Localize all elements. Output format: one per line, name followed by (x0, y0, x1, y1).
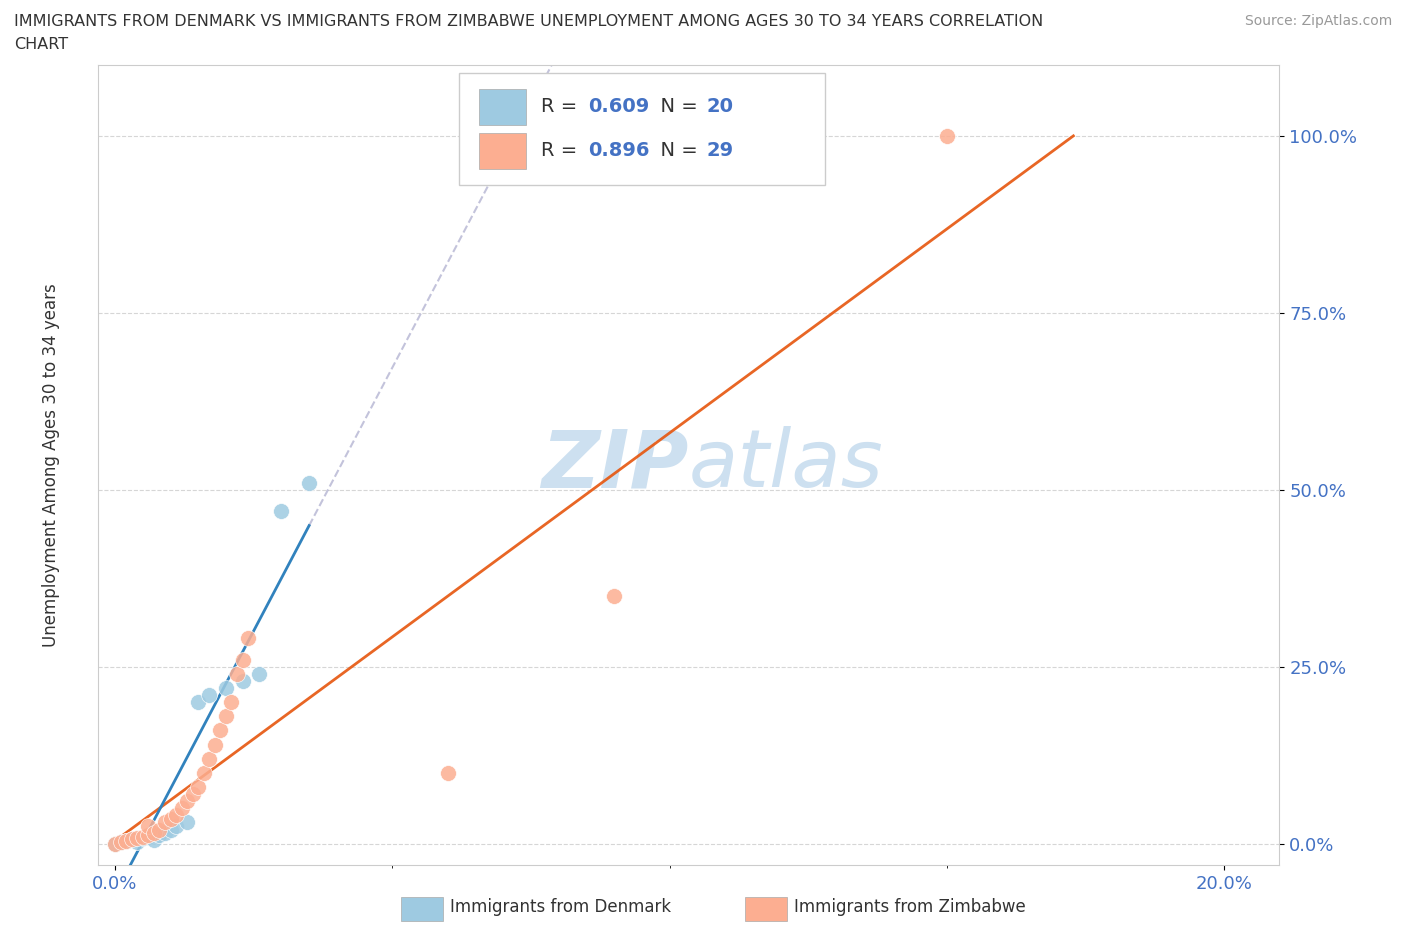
Point (127, 830, 149, 845)
Point (136, 818, 159, 833)
Point (153, 815, 176, 830)
Point (232, 652, 254, 667)
Point (132, 830, 155, 845)
Point (935, 128, 957, 143)
Point (215, 681, 238, 696)
Point (176, 815, 198, 830)
Point (142, 832, 165, 847)
Point (198, 751, 221, 766)
Point (187, 779, 209, 794)
Point (136, 828, 159, 843)
Point (127, 834, 149, 849)
Point (209, 723, 232, 737)
Point (104, 836, 127, 851)
Text: Immigrants from Denmark: Immigrants from Denmark (450, 897, 671, 916)
Text: 20: 20 (707, 98, 734, 116)
Point (110, 835, 132, 850)
Point (298, 475, 321, 490)
Text: ZIP: ZIP (541, 426, 689, 504)
Point (121, 832, 143, 847)
Text: Unemployment Among Ages 30 to 34 years: Unemployment Among Ages 30 to 34 years (42, 283, 60, 647)
Point (115, 833, 138, 848)
Point (232, 673, 254, 688)
Text: IMMIGRANTS FROM DENMARK VS IMMIGRANTS FROM ZIMBABWE UNEMPLOYMENT AMONG AGES 30 T: IMMIGRANTS FROM DENMARK VS IMMIGRANTS FR… (14, 14, 1043, 29)
Point (170, 801, 193, 816)
FancyBboxPatch shape (478, 133, 526, 169)
Text: Source: ZipAtlas.com: Source: ZipAtlas.com (1244, 14, 1392, 28)
Point (204, 737, 226, 752)
Point (181, 787, 204, 802)
Point (136, 830, 159, 844)
Text: R =: R = (541, 141, 583, 160)
Point (187, 695, 209, 710)
Point (226, 667, 249, 682)
Point (121, 832, 143, 847)
Point (603, 589, 626, 604)
Text: N =: N = (648, 98, 703, 116)
Point (165, 808, 187, 823)
Point (110, 835, 132, 850)
Text: N =: N = (648, 141, 703, 160)
Text: Immigrants from Zimbabwe: Immigrants from Zimbabwe (794, 897, 1026, 916)
Point (165, 818, 187, 833)
Point (215, 709, 238, 724)
Point (104, 836, 127, 851)
Point (142, 826, 165, 841)
Point (436, 765, 458, 780)
FancyBboxPatch shape (478, 89, 526, 125)
Text: R =: R = (541, 98, 583, 116)
Point (247, 667, 270, 682)
Point (270, 503, 292, 518)
Point (153, 826, 176, 841)
Text: atlas: atlas (689, 426, 884, 504)
Point (148, 822, 170, 837)
Point (198, 687, 221, 702)
Point (115, 833, 138, 848)
Point (132, 830, 155, 844)
Text: 0.896: 0.896 (589, 141, 650, 160)
Point (193, 765, 215, 780)
Point (159, 822, 181, 837)
Point (236, 631, 259, 645)
Text: 0.609: 0.609 (589, 98, 650, 116)
Point (176, 794, 198, 809)
Point (148, 828, 170, 843)
Text: CHART: CHART (14, 37, 67, 52)
Point (221, 695, 243, 710)
Point (159, 812, 181, 827)
FancyBboxPatch shape (458, 73, 825, 185)
Text: 29: 29 (707, 141, 734, 160)
